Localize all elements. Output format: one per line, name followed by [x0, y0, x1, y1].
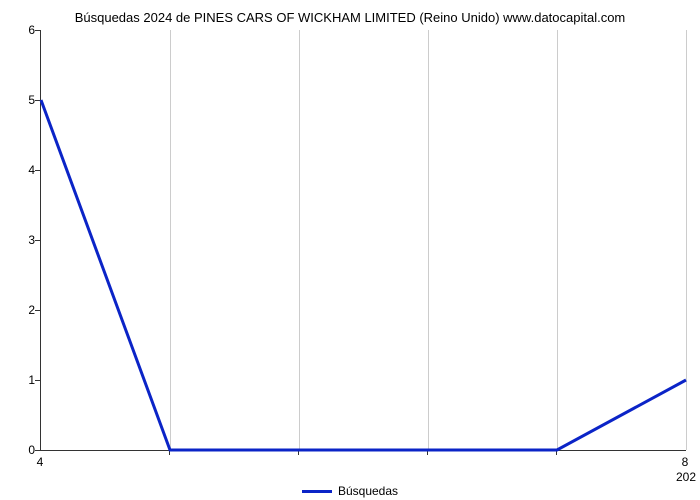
y-tick-label: 2	[5, 303, 35, 317]
legend: Búsquedas	[0, 484, 700, 498]
plot-area	[40, 30, 686, 451]
x-tick-label: 8	[682, 455, 689, 469]
y-tick-label: 3	[5, 233, 35, 247]
legend-line-swatch	[302, 490, 332, 493]
y-tick-label: 4	[5, 163, 35, 177]
y-tick-label: 6	[5, 23, 35, 37]
y-tick-label: 1	[5, 373, 35, 387]
x-tick-label: 4	[37, 455, 44, 469]
gridline	[686, 30, 687, 450]
line-series	[41, 30, 686, 450]
chart-container: Búsquedas 2024 de PINES CARS OF WICKHAM …	[0, 0, 700, 500]
y-tick-label: 5	[5, 93, 35, 107]
x-secondary-label: 202	[676, 470, 696, 484]
legend-label: Búsquedas	[338, 484, 398, 498]
chart-title: Búsquedas 2024 de PINES CARS OF WICKHAM …	[0, 10, 700, 25]
y-tick-label: 0	[5, 443, 35, 457]
